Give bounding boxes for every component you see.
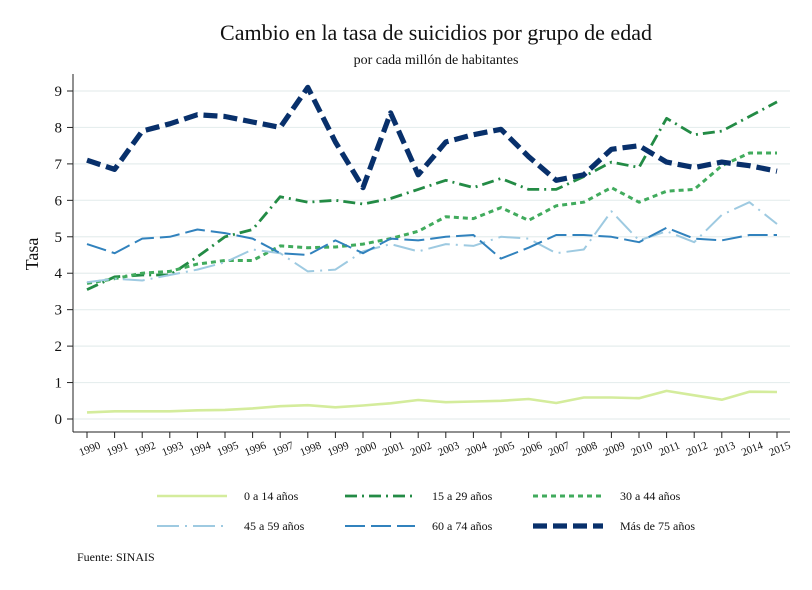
legend-item: 0 a 14 años: [157, 489, 299, 503]
y-tick-label: 6: [55, 193, 63, 209]
x-tick-label: 1999: [326, 439, 351, 459]
series-line-1: [86, 100, 778, 291]
x-tick-label: 2009: [602, 439, 627, 459]
x-tick-label: 1997: [271, 439, 296, 459]
x-tick-label: 1990: [77, 439, 102, 459]
x-tick-label: 1993: [160, 439, 185, 459]
x-tick-label: 2012: [685, 440, 710, 459]
series-line-2: [86, 151, 777, 285]
legend: 0 a 14 años 15 a 29 años 30 a 44 años 45 a …: [157, 489, 695, 533]
legend-label: Más de 75 años: [620, 519, 695, 533]
x-tick-label: 2003: [436, 439, 461, 459]
x-tick-label: 2005: [491, 439, 516, 459]
y-tick-label: 7: [55, 157, 63, 173]
y-tick-label: 2: [55, 339, 63, 355]
legend-item: 15 a 29 años: [345, 489, 493, 503]
legend-label: 30 a 44 años: [620, 489, 681, 503]
x-tick-label: 2015: [767, 439, 792, 459]
y-tick-label: 1: [55, 376, 63, 392]
series-line-5: [86, 84, 778, 191]
series-line-4: [86, 226, 777, 260]
x-tick-label: 2006: [519, 439, 544, 459]
legend-label: 60 a 74 años: [432, 519, 493, 533]
x-tick-label: 1995: [215, 439, 240, 459]
x-tick-label: 2001: [381, 440, 406, 459]
x-tick-label: 1996: [243, 439, 268, 459]
x-tick-label: 2011: [657, 440, 682, 459]
legend-label: 45 a 59 años: [244, 519, 305, 533]
source-note: Fuente: SINAIS: [77, 550, 155, 564]
chart-subtitle: por cada millón de habitantes: [354, 53, 519, 68]
x-tick-label: 2008: [574, 439, 599, 459]
x-tick-label: 1991: [105, 440, 130, 459]
legend-item: 30 a 44 años: [533, 489, 681, 503]
legend-item: 60 a 74 años: [345, 519, 493, 533]
x-tick-label: 2000: [353, 439, 378, 459]
x-tick-label: 2004: [464, 439, 489, 459]
legend-label: 0 a 14 años: [244, 489, 299, 503]
x-tick-label: 1994: [188, 439, 213, 459]
x-tick-label: 1998: [298, 439, 323, 459]
y-tick-label: 3: [55, 303, 63, 319]
x-tick-label: 2010: [629, 439, 654, 459]
chart-title: Cambio en la tasa de suicidios por grupo…: [220, 20, 652, 45]
x-tick-label: 2002: [409, 440, 434, 459]
x-ticks: 1990 1991 1992 1993 1994 1995 1996 1997 1998 1999…: [77, 432, 793, 459]
series-group: [86, 84, 778, 414]
legend-label: 15 a 29 años: [432, 489, 493, 503]
x-tick-label: 2013: [712, 439, 737, 459]
gridlines: [74, 90, 790, 420]
y-axis-label: Tasa: [22, 238, 42, 271]
y-tick-label: 4: [55, 266, 63, 282]
series-line-0: [86, 389, 778, 414]
axes: [72, 74, 790, 433]
x-tick-label: 1992: [133, 440, 158, 459]
x-tick-label: 2014: [740, 439, 765, 459]
y-tick-label: 0: [55, 412, 63, 428]
y-tick-label: 9: [55, 84, 63, 100]
y-ticks: 0 1 2 3 4 5 6 7 8 9: [55, 84, 73, 428]
y-tick-label: 8: [55, 120, 63, 136]
legend-item: 45 a 59 años: [157, 519, 305, 533]
y-tick-label: 5: [55, 230, 63, 246]
x-tick-label: 2007: [547, 439, 572, 459]
series-line-3: [86, 201, 778, 284]
legend-item: Más de 75 años: [533, 519, 695, 533]
